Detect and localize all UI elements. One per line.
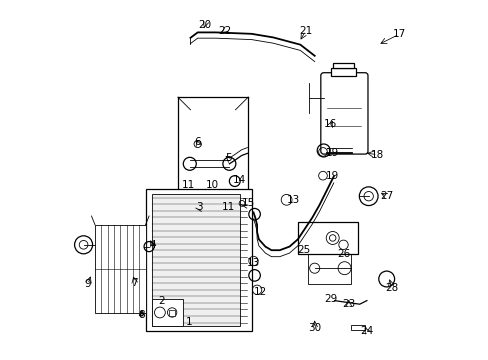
Text: 8: 8 — [138, 310, 145, 320]
Text: 27: 27 — [379, 191, 392, 201]
Text: 26: 26 — [336, 249, 349, 259]
Bar — [145, 189, 251, 331]
Text: 23: 23 — [342, 299, 355, 309]
Bar — [168, 310, 175, 316]
Text: 21: 21 — [299, 26, 312, 36]
Text: 17: 17 — [392, 29, 405, 39]
Bar — [330, 68, 355, 76]
Bar — [307, 252, 350, 284]
Text: 24: 24 — [360, 326, 373, 336]
FancyBboxPatch shape — [320, 73, 367, 154]
Text: 14: 14 — [232, 175, 245, 185]
Bar — [152, 299, 182, 326]
Text: 6: 6 — [194, 137, 201, 147]
Text: 13: 13 — [286, 195, 299, 205]
Bar — [297, 222, 358, 254]
Text: 4: 4 — [149, 240, 156, 250]
Text: 11: 11 — [221, 202, 234, 212]
Bar — [152, 194, 240, 326]
Text: 16: 16 — [324, 119, 337, 129]
Text: 3: 3 — [196, 202, 203, 212]
Bar — [350, 325, 365, 330]
Text: 28: 28 — [385, 283, 398, 293]
Text: 25: 25 — [297, 245, 310, 255]
Text: 7: 7 — [131, 278, 138, 288]
Text: 19: 19 — [325, 148, 339, 158]
Bar — [332, 63, 354, 68]
Text: 20: 20 — [198, 20, 211, 30]
Text: 15: 15 — [241, 198, 254, 208]
Text: 10: 10 — [205, 180, 218, 190]
Text: 9: 9 — [84, 279, 91, 289]
Text: 1: 1 — [185, 317, 192, 327]
Text: 12: 12 — [254, 287, 267, 297]
Text: 11: 11 — [182, 180, 195, 190]
Text: 18: 18 — [370, 150, 384, 160]
Text: 5: 5 — [224, 153, 231, 163]
Bar — [95, 225, 145, 313]
Text: 2: 2 — [158, 296, 164, 306]
Text: 13: 13 — [246, 258, 260, 268]
Text: 22: 22 — [218, 26, 231, 36]
Text: 19: 19 — [325, 171, 339, 181]
Text: 29: 29 — [324, 294, 337, 304]
Text: 30: 30 — [307, 323, 321, 333]
